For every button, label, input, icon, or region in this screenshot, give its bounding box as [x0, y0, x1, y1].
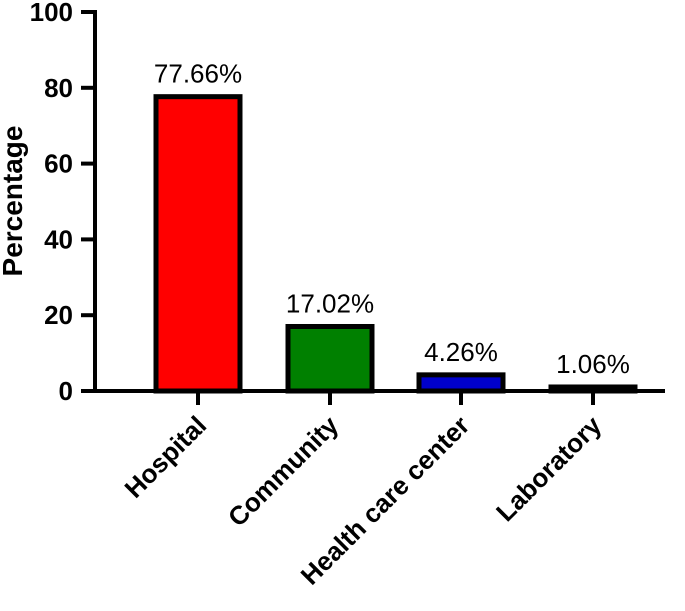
x-category-label-2: Community: [222, 410, 345, 533]
x-category-label-1: Hospital: [118, 410, 212, 504]
data-label-3: 4.26%: [424, 337, 498, 367]
y-tick-label-40: 40: [44, 224, 73, 254]
data-label-4: 1.06%: [556, 349, 630, 379]
bar-health-care-center: [416, 372, 506, 394]
y-tick-label-100: 100: [30, 0, 73, 27]
data-label-2: 17.02%: [286, 288, 374, 318]
bar-community: [285, 323, 375, 394]
y-tick-label-80: 80: [44, 73, 73, 103]
y-tick-label-60: 60: [44, 149, 73, 179]
data-label-1: 77.66%: [154, 59, 242, 89]
bars: [153, 94, 638, 394]
y-tick-label-0: 0: [59, 376, 73, 406]
x-category-label-4: Laboratory: [490, 410, 608, 528]
bar-hospital: [153, 94, 243, 394]
y-axis-title: Percentage: [0, 126, 28, 277]
data-labels: 77.66% 17.02% 4.26% 1.06%: [154, 59, 630, 379]
y-axis-ticks: 0 20 40 60 80 100: [30, 0, 95, 406]
y-tick-label-20: 20: [44, 300, 73, 330]
